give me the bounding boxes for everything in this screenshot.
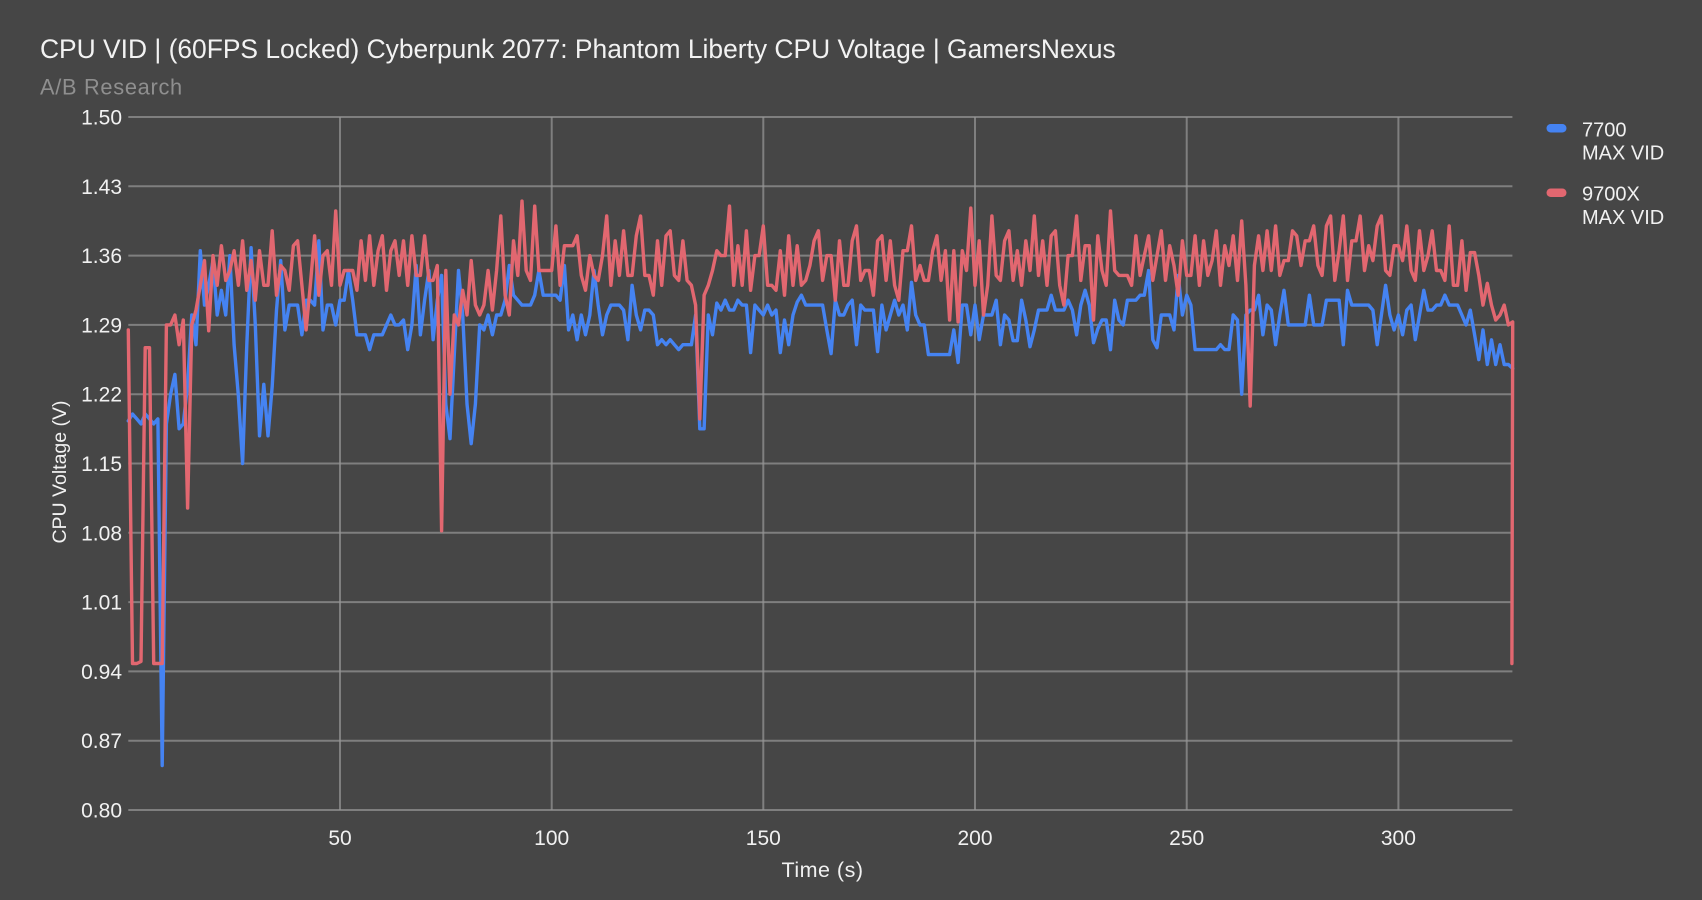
svg-text:150: 150 bbox=[746, 827, 781, 850]
svg-text:Time (s): Time (s) bbox=[781, 858, 863, 882]
svg-text:CPU Voltage (V): CPU Voltage (V) bbox=[49, 400, 71, 543]
svg-text:1.50: 1.50 bbox=[81, 107, 122, 130]
svg-text:0.80: 0.80 bbox=[81, 800, 122, 823]
svg-text:300: 300 bbox=[1381, 827, 1416, 850]
svg-text:0.94: 0.94 bbox=[81, 661, 122, 684]
svg-text:1.36: 1.36 bbox=[81, 245, 122, 268]
svg-text:200: 200 bbox=[957, 827, 992, 850]
svg-text:A/B Research: A/B Research bbox=[40, 75, 183, 100]
svg-text:50: 50 bbox=[328, 827, 351, 850]
svg-text:CPU VID | (60FPS Locked) Cyber: CPU VID | (60FPS Locked) Cyberpunk 2077:… bbox=[40, 34, 1116, 64]
svg-text:0.87: 0.87 bbox=[81, 730, 122, 753]
svg-text:1.08: 1.08 bbox=[81, 522, 122, 545]
svg-text:100: 100 bbox=[534, 827, 569, 850]
svg-text:1.43: 1.43 bbox=[81, 176, 122, 199]
svg-text:1.29: 1.29 bbox=[81, 314, 122, 337]
svg-text:1.15: 1.15 bbox=[81, 453, 122, 476]
svg-text:9700X: 9700X bbox=[1582, 184, 1640, 206]
svg-text:1.01: 1.01 bbox=[81, 592, 122, 615]
svg-text:250: 250 bbox=[1169, 827, 1204, 850]
svg-text:7700: 7700 bbox=[1582, 120, 1627, 142]
svg-text:MAX VID: MAX VID bbox=[1582, 207, 1664, 229]
svg-text:MAX VID: MAX VID bbox=[1582, 143, 1664, 165]
svg-text:1.22: 1.22 bbox=[81, 384, 122, 407]
